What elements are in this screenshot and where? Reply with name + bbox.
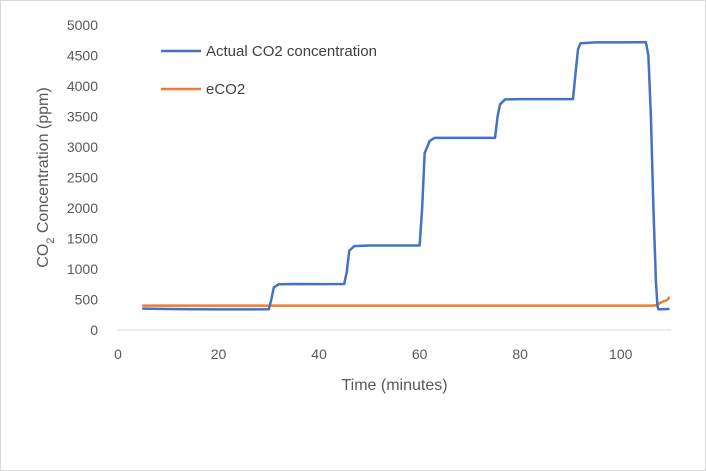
x-axis-ticks: 0 20 40 60 80 100 (114, 346, 633, 362)
y-tick-label: 5000 (67, 17, 98, 33)
x-tick-label: 20 (211, 346, 227, 362)
x-tick-label: 0 (114, 346, 122, 362)
y-axis-ticks: 0 500 1000 1500 2000 2500 3000 3500 4000 4500 5000 (67, 17, 98, 338)
series-line-actual-co2 (141, 40, 670, 311)
y-tick-label: 2500 (67, 170, 98, 186)
y-tick-label: 1500 (67, 231, 98, 247)
legend-label-eco2: eCO2 (206, 81, 245, 98)
legend: Actual CO2 concentration eCO2 (161, 43, 377, 98)
y-tick-label: 3500 (67, 109, 98, 125)
y-tick-label: 3000 (67, 139, 98, 155)
y-tick-label: 1000 (67, 261, 98, 277)
y-tick-label: 500 (75, 292, 99, 308)
x-tick-label: 60 (412, 346, 428, 362)
x-tick-label: 100 (609, 346, 633, 362)
series-layer (141, 40, 671, 311)
y-tick-label: 4500 (67, 48, 98, 64)
x-tick-label: 40 (311, 346, 327, 362)
legend-label-actual-co2: Actual CO2 concentration (206, 43, 377, 60)
y-axis-title-rest: Concentration (ppm) (35, 87, 52, 237)
y-tick-label: 2000 (67, 200, 98, 216)
y-tick-label: 0 (90, 322, 98, 338)
x-axis-title: Time (minutes) (341, 377, 447, 394)
x-tick-label: 80 (512, 346, 528, 362)
y-axis-title: CO2 Concentration (ppm) (35, 87, 57, 267)
y-axis-title-main: CO (35, 244, 52, 268)
y-axis-title-subscript: 2 (45, 238, 57, 244)
y-tick-label: 4000 (67, 78, 98, 94)
series-line-eco2 (141, 296, 671, 307)
